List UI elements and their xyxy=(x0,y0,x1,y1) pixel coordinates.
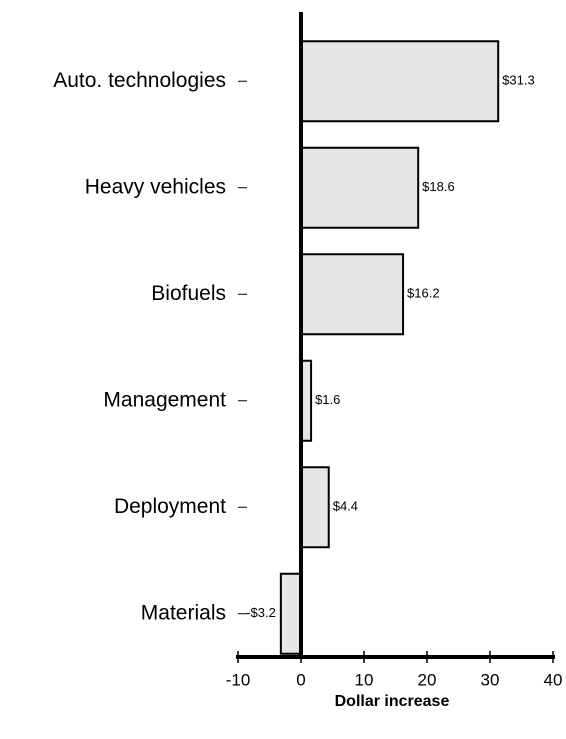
x-tick-label: -10 xyxy=(226,670,251,689)
bar xyxy=(300,253,405,336)
category-label: Biofuels xyxy=(151,282,226,305)
value-label: $18.6 xyxy=(422,179,455,194)
value-label: -$3.2 xyxy=(246,605,276,620)
value-label: $1.6 xyxy=(315,392,340,407)
category-label: Heavy vehicles xyxy=(85,175,226,198)
bar xyxy=(300,146,420,229)
value-label: $31.3 xyxy=(502,73,535,88)
category-label: Materials xyxy=(141,601,226,624)
x-tick-label: 0 xyxy=(296,670,305,689)
value-label: $4.4 xyxy=(333,499,358,514)
x-tick-label: 20 xyxy=(418,670,437,689)
x-tick-label: 30 xyxy=(481,670,500,689)
x-axis-label: Dollar increase xyxy=(335,693,450,710)
bar xyxy=(300,466,330,549)
value-label: $16.2 xyxy=(407,286,440,301)
bar xyxy=(300,40,500,123)
category-label: Management xyxy=(103,388,226,411)
bar xyxy=(279,572,302,655)
category-label: Auto. technologies xyxy=(53,69,226,92)
category-label: Deployment xyxy=(114,495,226,518)
x-tick-label: 40 xyxy=(544,670,563,689)
x-tick-label: 10 xyxy=(355,670,374,689)
